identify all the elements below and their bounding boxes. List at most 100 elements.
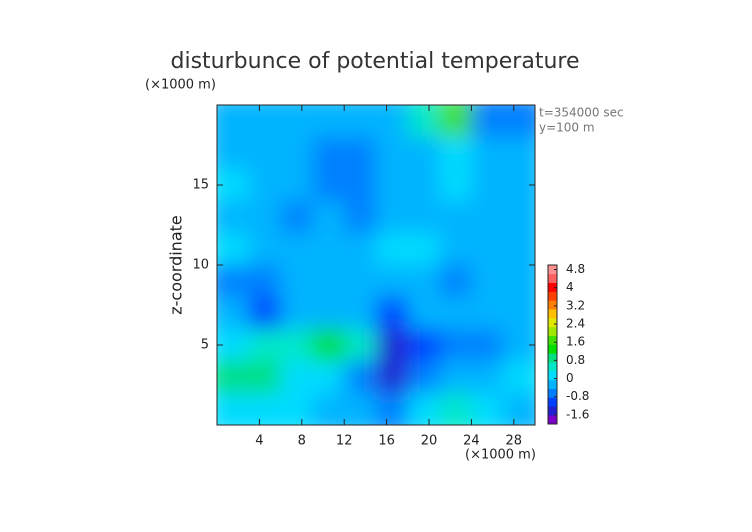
heat-cell [503,361,535,394]
heat-cell [503,329,535,362]
colorbar-band [548,371,557,381]
colorbar-tick-label: 4.8 [566,262,585,276]
heat-cell [344,105,377,138]
colorbar-band [548,309,557,319]
heat-cell [312,361,345,394]
heat-cell [439,297,472,330]
colorbar-tick-label: 4 [566,280,574,294]
heat-cell [503,169,535,202]
colorbar-band [548,335,557,345]
heat-cell [280,329,313,362]
heat-cell [217,169,250,202]
heat-cell [344,233,377,266]
heat-cell [376,329,409,362]
heat-cell [217,201,250,234]
heat-cell [439,329,472,362]
heat-cell [407,169,441,202]
heat-cell [503,393,535,425]
heat-cell [217,105,250,138]
heat-cell [471,169,504,202]
colorbar-band [548,282,557,292]
heat-cell [376,265,409,298]
heat-cell [439,361,472,394]
heat-cell [280,297,313,330]
heat-cell [439,169,472,202]
heat-cell [248,329,282,362]
colorbar-tick-label: -1.6 [566,407,589,421]
heat-cell [471,361,504,394]
heat-cell [248,265,282,298]
heat-cell [217,137,250,170]
heat-cell [248,297,282,330]
heat-cell [503,105,535,138]
heat-cell [376,361,409,394]
heat-cell [376,169,409,202]
colorbar-band [548,379,557,389]
field [217,105,535,425]
heat-cell [344,329,377,362]
heat-cell [248,393,282,425]
heat-cell [471,265,504,298]
heat-cell [344,137,377,170]
colorbar-band [548,353,557,363]
heat-cell [407,329,441,362]
heat-cell [280,361,313,394]
colorbar-band [548,300,557,310]
x-unit-label: (×1000 m) [465,448,536,463]
colorbar-band [548,397,557,407]
heat-cell [376,297,409,330]
heat-cell [471,233,504,266]
heat-cell [376,233,409,266]
x-tick-label: 16 [378,434,395,449]
heat-cell [344,201,377,234]
x-tick-label: 20 [421,434,438,449]
colorbar-tick-label: 1.6 [566,335,585,349]
colorbar-band [548,362,557,372]
heat-cell [344,393,377,425]
y-tick-label: 5 [201,338,209,353]
heat-cell [280,169,313,202]
heat-cell [217,329,250,362]
heat-cell [503,233,535,266]
heat-cell [407,361,441,394]
x-tick-label: 12 [336,434,353,449]
heat-cell [312,393,345,425]
cells [217,105,535,425]
x-tick-label: 8 [298,434,306,449]
colorbar-tick-label: -0.8 [566,389,589,403]
heat-cell [312,265,345,298]
heat-cell [344,361,377,394]
colorbar-band [548,406,557,416]
heat-cell [376,137,409,170]
heat-cell [344,265,377,298]
heat-cell [248,169,282,202]
heat-cell [439,201,472,234]
heat-cell [248,105,282,138]
heat-cell [439,137,472,170]
heat-cell [280,105,313,138]
x-tick-label: 4 [255,434,263,449]
heat-cell [217,233,250,266]
heat-cell [503,137,535,170]
heat-cell [248,201,282,234]
heat-cell [344,169,377,202]
heat-cell [376,201,409,234]
heat-cell [248,361,282,394]
heat-cell [217,393,250,425]
heat-cell [248,137,282,170]
heat-cell [312,169,345,202]
heat-cell [503,201,535,234]
heat-cell [312,105,345,138]
y-tick-label: 10 [192,258,209,273]
heat-cell [248,233,282,266]
heat-cell [280,233,313,266]
heat-cell [471,105,504,138]
heat-cell [280,137,313,170]
chart-title: disturbunce of potential temperature [171,49,580,74]
heat-cell [471,393,504,425]
heat-cell [312,297,345,330]
heat-cell [280,265,313,298]
heat-cell [376,393,409,425]
heat-cell [280,201,313,234]
